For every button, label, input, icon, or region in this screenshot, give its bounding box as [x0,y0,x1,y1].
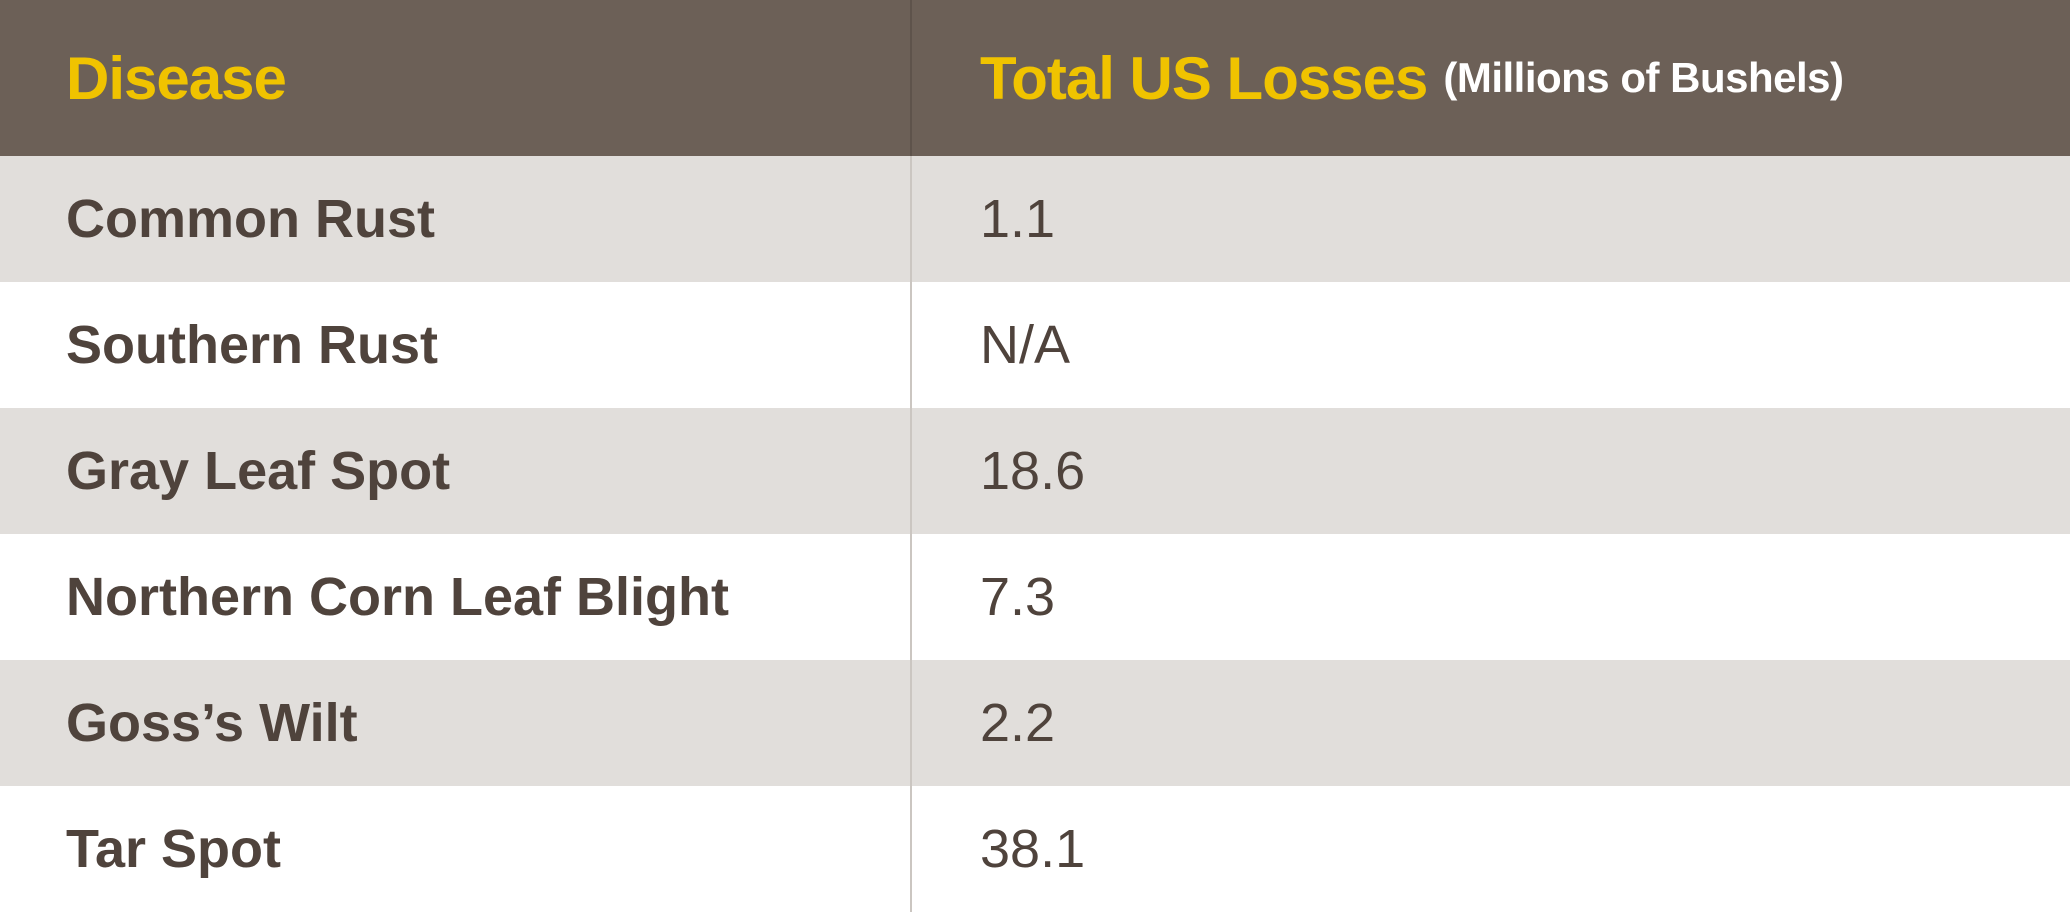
table-cell: 1.1 [912,156,2070,282]
loss-value: 1.1 [980,189,1056,249]
header-unit: (Millions of Bushels) [1443,54,1844,101]
loss-value: 38.1 [980,819,1086,879]
header-text: Total US Losses [980,44,1428,112]
table-row: Southern Rust N/A [0,282,2070,408]
disease-name: Northern Corn Leaf Blight [66,567,729,627]
disease-name: Southern Rust [66,315,438,375]
disease-name: Goss’s Wilt [66,693,358,753]
table-cell: Tar Spot [0,786,912,912]
table-cell: Gray Leaf Spot [0,408,912,534]
table-cell: Goss’s Wilt [0,660,912,786]
header-text: Disease [66,44,287,112]
table-cell: 38.1 [912,786,2070,912]
loss-value: 18.6 [980,441,1086,501]
loss-value: 2.2 [980,693,1056,753]
loss-value: 7.3 [980,567,1056,627]
table-cell: N/A [912,282,2070,408]
table-cell: 18.6 [912,408,2070,534]
header-row: Disease Total US Losses (Millions of Bus… [0,0,2070,156]
header-cell: Total US Losses (Millions of Bushels) [912,0,2070,156]
header-cell: Disease [0,0,912,156]
disease-name: Common Rust [66,189,435,249]
table-cell: Northern Corn Leaf Blight [0,534,912,660]
table-row: Common Rust 1.1 [0,156,2070,282]
table-cell: Southern Rust [0,282,912,408]
table-cell: 2.2 [912,660,2070,786]
table-cell: Common Rust [0,156,912,282]
disease-name: Tar Spot [66,819,281,879]
table-row: Tar Spot 38.1 [0,786,2070,912]
loss-value: N/A [980,315,1071,375]
disease-name: Gray Leaf Spot [66,441,451,501]
table-row: Gray Leaf Spot 18.6 [0,408,2070,534]
table-cell: 7.3 [912,534,2070,660]
table-row: Goss’s Wilt 2.2 [0,660,2070,786]
table-row: Northern Corn Leaf Blight 7.3 [0,534,2070,660]
